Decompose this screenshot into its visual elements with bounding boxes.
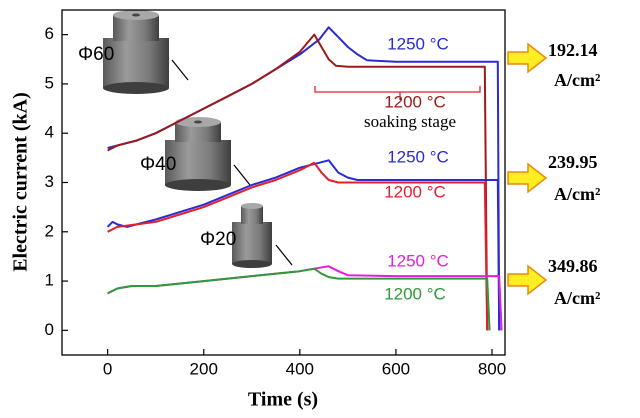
y-tick-label: 1 — [45, 271, 54, 290]
current-density: 349.86 — [548, 256, 598, 276]
density-unit: A/cm² — [554, 184, 600, 204]
current-density: 239.95 — [548, 152, 598, 172]
x-axis-title: Time (s) — [248, 389, 318, 411]
x-tick-label: 600 — [382, 359, 410, 378]
chart: soaking stage 192.14 A/cm² 239.95 A/cm² … — [0, 0, 640, 418]
x-tick-label: 400 — [286, 359, 314, 378]
series-label: 1250 °C — [387, 34, 449, 53]
y-tick-label: 3 — [45, 172, 54, 191]
series-label: 1200 °C — [384, 284, 446, 303]
size-label: Φ40 — [140, 154, 176, 175]
size-label: Φ60 — [78, 44, 114, 65]
y-axis-title: Electric current (kA) — [10, 92, 32, 272]
series-label: 1250 °C — [387, 251, 449, 270]
density-unit: A/cm² — [554, 288, 600, 308]
density-arrows — [508, 44, 546, 294]
series-label: 1200 °C — [384, 92, 446, 111]
sample-illustration — [232, 203, 292, 268]
density-unit: A/cm² — [554, 70, 600, 90]
x-tick-label: 200 — [190, 359, 218, 378]
y-tick-label: 4 — [45, 123, 54, 142]
y-tick-label: 2 — [45, 221, 54, 240]
size-label: Φ20 — [200, 229, 236, 250]
y-tick-label: 5 — [45, 73, 54, 92]
y-tick-label: 6 — [45, 24, 54, 43]
series-label: 1200 °C — [384, 182, 446, 201]
current-density: 192.14 — [548, 40, 598, 60]
sample-illustration — [103, 10, 188, 94]
x-tick-label: 0 — [103, 359, 112, 378]
soaking-label: soaking stage — [364, 112, 456, 131]
x-tick-label: 800 — [478, 359, 506, 378]
series-label: 1250 °C — [387, 147, 449, 166]
y-tick-label: 0 — [45, 320, 54, 339]
sample-illustration — [165, 117, 250, 191]
